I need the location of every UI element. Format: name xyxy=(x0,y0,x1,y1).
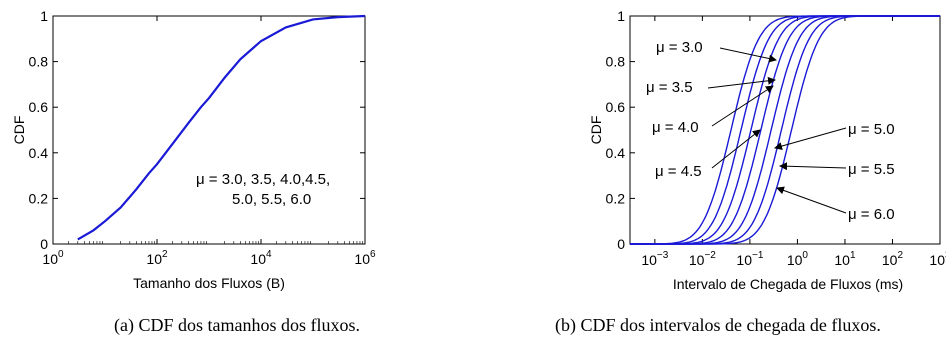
ticks-a: 0 0.2 0.4 0.6 0.8 1 100 102 104 106 xyxy=(29,8,376,267)
x-axis-label-a: Tamanho dos Fluxos (B) xyxy=(133,275,285,291)
x-tick-label-b: 103 xyxy=(929,250,946,268)
series-label-arrow-b xyxy=(719,47,777,63)
caption-b: (b) CDF dos intervalos de chegada de flu… xyxy=(555,315,881,336)
series-label-b: μ = 5.0 xyxy=(848,121,895,138)
series-label-arrow-b xyxy=(774,127,847,150)
x-tick-label-a: 100 xyxy=(42,249,64,267)
series-label-arrow-b xyxy=(711,85,774,127)
y-axis-label-b: CDF xyxy=(588,116,604,145)
y-tick-label-a: 1 xyxy=(40,8,48,24)
y-tick-label-a: 0.6 xyxy=(29,99,49,115)
y-tick-label-a: 0 xyxy=(40,236,48,252)
x-tick-label-b: 10−3 xyxy=(641,250,668,268)
x-tick-label-a: 102 xyxy=(146,249,168,267)
series-label-b: μ = 6.0 xyxy=(848,206,895,223)
series-label-b: μ = 3.5 xyxy=(646,79,693,96)
series-label-b: μ = 5.5 xyxy=(848,161,895,178)
series-a xyxy=(77,14,366,241)
annotation-line-2: 5.0, 5.5, 6.0 xyxy=(232,191,311,208)
y-tick-label-a: 0.4 xyxy=(29,145,49,161)
series-line-a xyxy=(77,14,366,241)
y-axis-label-a: CDF xyxy=(11,116,27,145)
annotation-line-1: μ = 3.0, 3.5, 4.0,4.5, xyxy=(196,171,330,188)
series-labels-b: μ = 3.0 μ = 3.5 μ = 4.0 μ = 4.5 μ = 5.0 μ = 5… xyxy=(646,39,895,223)
panel-b-intervalo: 0 0.2 0.4 0.6 0.8 1 10−3 10−2 10−1 100 101 102 103 μ… xyxy=(588,8,946,292)
series-label-arrow-b xyxy=(711,129,761,169)
y-tick-label-b: 1 xyxy=(617,8,625,24)
x-tick-label-b: 10−2 xyxy=(689,250,716,268)
x-tick-label-b: 101 xyxy=(834,250,856,268)
y-tick-label-a: 0.2 xyxy=(29,190,49,206)
y-tick-label-b: 0 xyxy=(617,236,625,252)
x-tick-label-b: 100 xyxy=(787,250,809,268)
series-label-b: μ = 4.5 xyxy=(655,163,702,180)
y-tick-label-b: 0.4 xyxy=(606,145,626,161)
plot-frame-a xyxy=(52,15,366,245)
series-label-arrow-b xyxy=(776,186,847,214)
x-tick-label-a: 104 xyxy=(250,249,272,267)
y-tick-label-a: 0.8 xyxy=(29,54,49,70)
x-tick-label-b: 10−1 xyxy=(736,250,763,268)
y-tick-label-b: 0.8 xyxy=(606,54,626,70)
x-tick-label-a: 106 xyxy=(354,249,376,267)
series-label-arrow-b xyxy=(779,162,847,171)
series-label-arrow-b xyxy=(707,76,776,89)
y-tick-label-b: 0.2 xyxy=(606,190,626,206)
series-label-b: μ = 4.0 xyxy=(652,119,699,136)
caption-a: (a) CDF dos tamanhos dos fluxos. xyxy=(114,315,360,336)
ticks-b: 0 0.2 0.4 0.6 0.8 1 10−3 10−2 10−1 100 101 102 103 xyxy=(606,8,946,268)
x-axis-label-b: Intervalo de Chegada de Fluxos (ms) xyxy=(673,276,903,292)
series-line-b xyxy=(630,15,940,245)
y-tick-label-b: 0.6 xyxy=(606,99,626,115)
x-tick-label-b: 102 xyxy=(882,250,904,268)
panel-a-tamanho: 0 0.2 0.4 0.6 0.8 1 100 102 104 106 CDF Tamanho d… xyxy=(11,8,376,291)
series-label-b: μ = 3.0 xyxy=(656,39,703,56)
plot-frame-b xyxy=(629,15,941,245)
series-b xyxy=(630,15,940,245)
